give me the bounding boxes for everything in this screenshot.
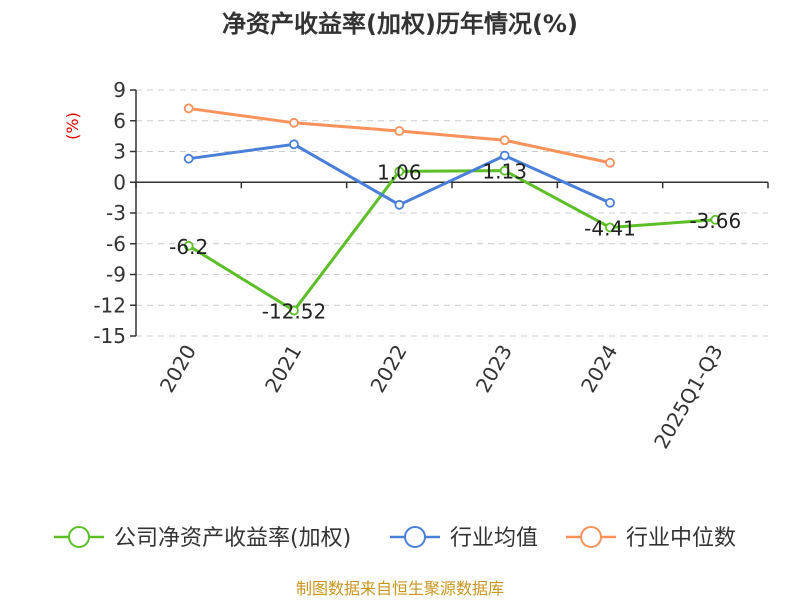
legend-marker-icon xyxy=(580,526,602,548)
data-point xyxy=(394,199,405,210)
x-tick-label: 2024 xyxy=(576,341,622,397)
chart-title: 净资产收益率(加权)历年情况(%) xyxy=(222,10,578,38)
data-point xyxy=(499,165,510,176)
y-tick-label: -15 xyxy=(93,324,126,348)
data-point xyxy=(183,153,194,164)
data-point xyxy=(289,117,299,128)
series-layer xyxy=(183,103,721,316)
data-point xyxy=(394,126,405,136)
x-tick-label: 2022 xyxy=(365,341,411,397)
data-label: 1.13 xyxy=(482,160,527,184)
source-note: 制图数据来自恒生聚源数据库 xyxy=(296,579,504,598)
y-tick-label: 0 xyxy=(113,170,126,194)
data-point xyxy=(605,222,615,233)
y-tick-label: -9 xyxy=(106,263,126,287)
data-point xyxy=(394,166,405,177)
y-tick-label: -6 xyxy=(106,232,126,256)
data-label: 1.06 xyxy=(377,160,422,184)
data-point xyxy=(183,240,194,251)
y-tick-label: -3 xyxy=(106,201,126,225)
data-label: -3.66 xyxy=(689,209,741,233)
legend-label: 公司净资产收益率(加权) xyxy=(114,526,351,551)
y-tick-label: -12 xyxy=(93,293,126,317)
data-point xyxy=(289,305,299,316)
data-point xyxy=(289,139,299,150)
data-point xyxy=(183,103,194,114)
y-tick-label: 3 xyxy=(113,140,126,164)
x-tick-label: 2020 xyxy=(155,341,201,397)
legend-marker-icon xyxy=(404,526,426,548)
legend-marker-icon xyxy=(68,526,90,548)
x-tick-label: 2025Q1-Q3 xyxy=(649,341,728,453)
data-labels: -6.2 -12.52 1.06 1.13 -4.41 -3.66 xyxy=(169,160,741,324)
data-label: -12.52 xyxy=(262,300,326,324)
data-label: -6.2 xyxy=(169,235,208,259)
legend-label: 行业中位数 xyxy=(626,526,736,551)
x-tick-label: 2021 xyxy=(260,341,306,397)
data-point xyxy=(499,150,510,161)
data-point xyxy=(499,135,510,146)
series-line xyxy=(187,169,716,313)
data-point xyxy=(710,214,721,225)
data-point xyxy=(605,197,615,208)
y-tick-label: 6 xyxy=(113,109,126,133)
legend-label: 行业均值 xyxy=(450,526,538,551)
data-point xyxy=(605,157,615,168)
legend: 公司净资产收益率(加权) 行业均值 行业中位数 xyxy=(54,526,736,551)
y-axis-unit-label: (%) xyxy=(63,112,82,140)
y-tick-label: 9 xyxy=(113,78,126,102)
grid-lines xyxy=(136,89,768,337)
x-tick-label: 2023 xyxy=(471,341,517,397)
data-label: -4.41 xyxy=(584,216,636,240)
